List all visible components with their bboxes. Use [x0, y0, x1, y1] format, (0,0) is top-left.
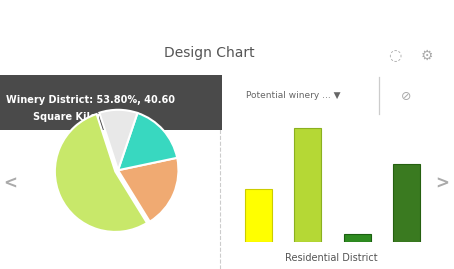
Text: Dashboard ▼: Dashboard ▼ — [186, 11, 268, 24]
Text: <: < — [3, 175, 17, 193]
Wedge shape — [55, 114, 147, 232]
Text: □: □ — [411, 13, 422, 23]
Text: ⚙: ⚙ — [420, 48, 433, 62]
Text: ◌: ◌ — [388, 48, 402, 63]
Text: ✕: ✕ — [435, 13, 444, 23]
Text: Design Chart: Design Chart — [163, 47, 254, 61]
Text: ⊘: ⊘ — [401, 90, 412, 103]
Text: Potential winery ... ▼: Potential winery ... ▼ — [246, 91, 340, 100]
Wedge shape — [118, 113, 177, 170]
Bar — [344, 233, 371, 242]
Text: ≡: ≡ — [11, 9, 25, 27]
Text: Square Kilometers: Square Kilometers — [33, 112, 135, 122]
Bar — [393, 164, 420, 242]
Text: Residential District: Residential District — [285, 253, 378, 263]
Bar — [294, 128, 321, 242]
Text: ─: ─ — [390, 13, 396, 23]
Wedge shape — [99, 110, 138, 170]
Text: Winery District: 53.80%, 40.60: Winery District: 53.80%, 40.60 — [6, 94, 175, 105]
Wedge shape — [118, 158, 178, 222]
FancyBboxPatch shape — [0, 75, 222, 130]
Text: >: > — [435, 175, 449, 193]
Bar — [245, 189, 272, 242]
